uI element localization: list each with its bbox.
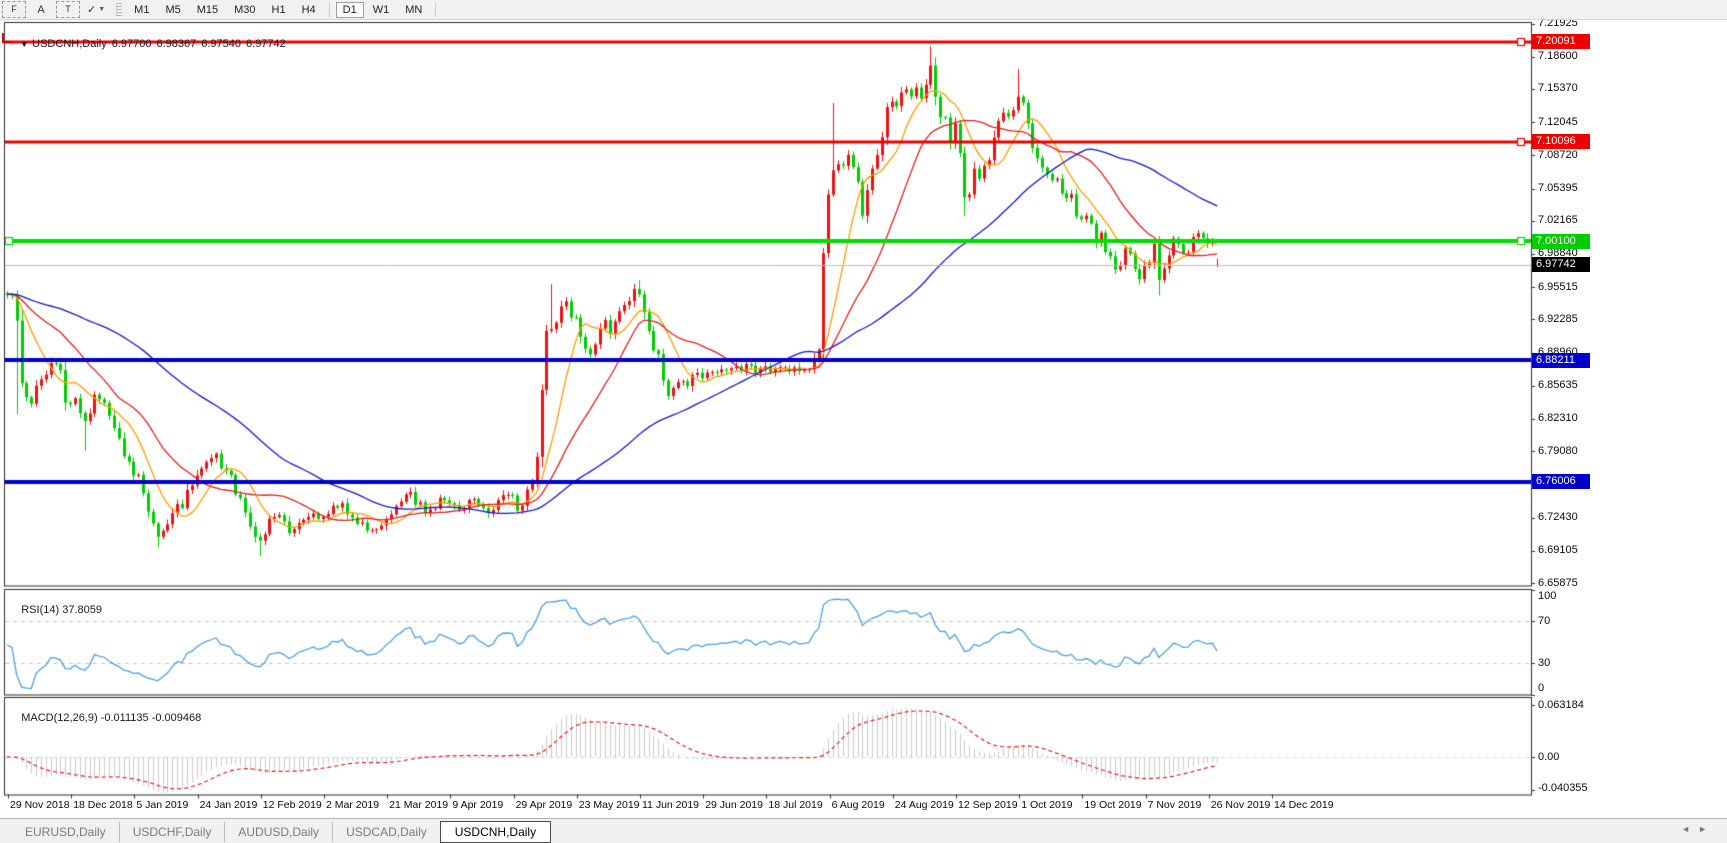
macd-tick-label: -0.040355 — [1538, 781, 1588, 794]
date-tick-label: 12 Sep 2019 — [958, 799, 1018, 811]
symbol-label: USDCNH,Daily — [32, 38, 107, 50]
toolbar-separator — [435, 2, 437, 17]
text-label-tool-icon[interactable]: A — [37, 3, 45, 16]
price-tick-label: 7.18600 — [1538, 50, 1578, 63]
timeframe-m15-button[interactable]: M15 — [196, 3, 219, 16]
date-tick-label: 29 Nov 2018 — [10, 799, 70, 811]
timeframe-h4-button[interactable]: H4 — [301, 3, 316, 16]
date-tick-label: 18 Dec 2018 — [73, 799, 133, 811]
timeframe-h1-button[interactable]: H1 — [271, 3, 286, 16]
price-level-badge: 7.00100 — [1532, 233, 1590, 249]
date-tick-label: 18 Jul 2019 — [768, 799, 823, 811]
timeframe-m30-button[interactable]: M30 — [234, 3, 256, 16]
date-tick-label: 6 Aug 2019 — [831, 799, 885, 811]
date-tick-label: 9 Apr 2019 — [452, 799, 504, 811]
date-tick-label: 26 Nov 2019 — [1210, 799, 1271, 811]
price-level-badge: 6.76006 — [1532, 474, 1590, 490]
chart-tab-eurusd[interactable]: EURUSD,Daily — [12, 822, 120, 842]
date-tick-label: 1 Oct 2019 — [1021, 799, 1073, 811]
price-tick-label: 7.12045 — [1538, 115, 1578, 128]
rsi-tick-label: 100 — [1538, 590, 1557, 602]
date-tick-label: 24 Aug 2019 — [894, 799, 954, 811]
price-level-badge: 7.10096 — [1532, 134, 1590, 150]
date-tick-label: 14 Dec 2019 — [1274, 799, 1334, 811]
price-tick-label: 6.69105 — [1538, 544, 1578, 557]
scroll-left-icon[interactable]: ◄ — [1681, 824, 1699, 834]
macd-name: MACD(12,26,9) — [21, 712, 98, 724]
date-tick-label: 29 Apr 2019 — [515, 799, 573, 811]
drawing-tools-group: F A T ✓ ▼ — [0, 1, 110, 18]
price-tick-label: 6.85635 — [1538, 379, 1578, 392]
rsi-tick-label: 30 — [1538, 656, 1551, 669]
price-tick-label: 6.65875 — [1538, 576, 1578, 589]
high-value: 6.98367 — [156, 38, 197, 50]
draw-tools-dropdown-icon[interactable]: ✓ ▼ — [87, 4, 106, 16]
macd-tick-label: 0.063184 — [1538, 699, 1584, 711]
low-value: 6.97540 — [201, 38, 242, 50]
date-tick-label: 29 Jun 2019 — [705, 799, 763, 811]
text-tool-icon[interactable]: T — [56, 1, 80, 18]
date-tick-label: 24 Jan 2019 — [199, 799, 258, 811]
timeframe-w1-button[interactable]: W1 — [372, 3, 390, 16]
price-tick-label: 7.21925 — [1538, 17, 1578, 29]
chart-tab-usdcad[interactable]: USDCAD,Daily — [346, 825, 427, 839]
price-level-badge: 7.20091 — [1532, 34, 1590, 50]
rsi-label: RSI(14) 37.8059 — [9, 592, 102, 628]
price-tick-label: 7.05395 — [1538, 182, 1578, 194]
tab-scroll-arrows: ◄► — [1681, 824, 1715, 834]
date-tick-label: 2 Mar 2019 — [326, 799, 380, 811]
current-price-badge: 6.97742 — [1532, 257, 1590, 273]
chart-header: ▼ USDCNH,Daily 6.97700 6.98367 6.97540 6.9774… — [8, 26, 291, 62]
scroll-right-icon[interactable]: ► — [1698, 824, 1715, 834]
symbol-dropdown-icon[interactable]: ▼ — [20, 40, 29, 49]
rsi-current-value: 37.8059 — [62, 604, 102, 616]
timeframe-m1-button[interactable]: M1 — [134, 3, 150, 16]
date-tick-label: 12 Feb 2019 — [262, 799, 322, 811]
toolbar-separator — [328, 2, 330, 17]
toolbar-grip[interactable] — [116, 3, 123, 16]
date-tick-label: 7 Nov 2019 — [1147, 799, 1202, 811]
rsi-tick-label: 0 — [1538, 681, 1545, 694]
chart-tab-usdcnh[interactable]: USDCNH,Daily — [439, 820, 552, 843]
macd-tick-label: 0.00 — [1538, 750, 1560, 763]
price-tick-label: 6.98840 — [1538, 247, 1578, 260]
timeframe-d1-button[interactable]: D1 — [335, 1, 364, 18]
timeframe-group: M1 M5 M15 M30 H1 H4 D1 W1 MN — [126, 1, 430, 18]
timeframe-m5-button[interactable]: M5 — [165, 3, 181, 16]
macd-signal-value: -0.009468 — [151, 712, 202, 724]
date-tick-label: 19 Oct 2019 — [1084, 799, 1142, 811]
close-value: 6.97742 — [246, 38, 286, 50]
date-tick-label: 5 Jan 2019 — [136, 799, 189, 811]
price-level-badge: 6.88211 — [1532, 352, 1590, 368]
date-tick-label: 21 Mar 2019 — [389, 799, 449, 811]
chart-tab-audusd[interactable]: AUDUSD,Daily — [225, 822, 334, 842]
open-value: 6.97700 — [111, 38, 152, 50]
price-tick-label: 6.82310 — [1538, 412, 1578, 425]
cursor-tool-icon[interactable]: F — [2, 1, 26, 18]
price-tick-label: 6.92285 — [1538, 312, 1578, 325]
chevron-down-icon: ▼ — [98, 6, 106, 13]
rsi-name: RSI(14) — [21, 604, 60, 616]
date-tick-label: 23 May 2019 — [578, 799, 640, 811]
price-tick-label: 6.72430 — [1538, 511, 1578, 524]
price-tick-label: 7.02165 — [1538, 214, 1578, 227]
chart-tab-usdchf[interactable]: USDCHF,Daily — [120, 822, 226, 842]
rsi-tick-label: 70 — [1538, 614, 1551, 627]
chart-tab-bar: EURUSD,Daily USDCHF,Daily AUDUSD,Daily USDC… — [0, 818, 1727, 843]
macd-main-value: -0.011135 — [100, 712, 149, 724]
timeframe-mn-button[interactable]: MN — [405, 3, 423, 16]
date-tick-label: 11 Jun 2019 — [642, 799, 700, 811]
price-tick-label: 6.95515 — [1538, 280, 1578, 293]
price-tick-label: 6.79080 — [1538, 444, 1578, 457]
price-tick-label: 7.08720 — [1538, 148, 1578, 161]
toolbar: F A T ✓ ▼ M1 M5 M15 M30 H1 H4 D1 W1 MN — [0, 0, 1727, 20]
chart-begin-marker — [2, 33, 11, 43]
macd-label: MACD(12,26,9) -0.011135 -0.009468 — [9, 700, 201, 736]
price-tick-label: 7.15370 — [1538, 82, 1578, 95]
